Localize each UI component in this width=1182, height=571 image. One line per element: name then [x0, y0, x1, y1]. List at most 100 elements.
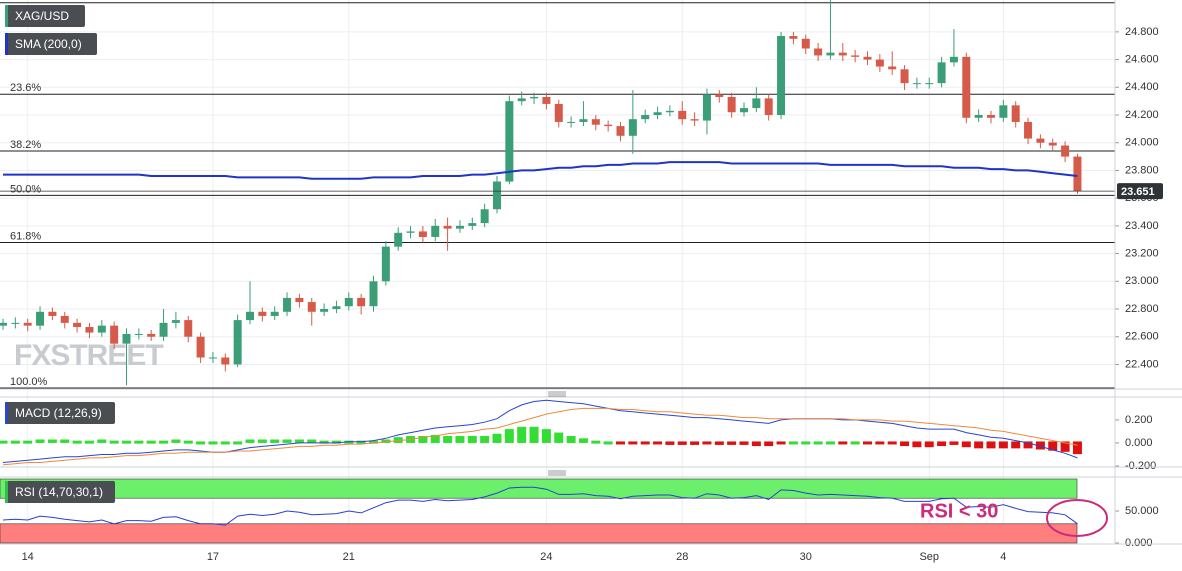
y-tick-label: 24.600 [1125, 53, 1159, 65]
histogram-bar [443, 436, 453, 443]
histogram-bar [233, 441, 243, 445]
candle-body [962, 56, 971, 118]
watermark: FXSTREET [14, 339, 163, 372]
candle-body [1011, 105, 1020, 122]
candle-body [443, 225, 452, 229]
candle-body [814, 48, 823, 56]
candle-body [455, 225, 464, 229]
legend-accent [5, 402, 8, 424]
candle-body [554, 103, 563, 122]
candle-body [233, 320, 242, 365]
candle-body [369, 281, 378, 307]
candle-body [678, 110, 687, 120]
histogram-bar [381, 439, 391, 443]
histogram-bar [690, 441, 700, 445]
x-tick-label: 21 [343, 551, 355, 563]
fib-label: 38.2% [10, 139, 41, 151]
candle-body [801, 38, 810, 49]
candle-body [270, 311, 279, 316]
candle-body [147, 333, 156, 337]
histogram-bar [159, 440, 169, 444]
histogram-bar [875, 441, 885, 445]
candle-body [888, 66, 897, 70]
histogram-bar [72, 440, 82, 444]
y-tick-label: 23.800 [1125, 164, 1159, 176]
candle-body [283, 297, 292, 312]
candle-body [110, 325, 119, 344]
candle-body [863, 56, 872, 60]
histogram-bar [517, 426, 527, 443]
histogram-bar [97, 439, 107, 443]
histogram-bar [1011, 441, 1021, 449]
histogram-bar [1072, 441, 1082, 455]
price-tag [1117, 183, 1163, 200]
histogram-bar [84, 440, 94, 444]
candle-body [357, 297, 366, 307]
histogram-bar [307, 439, 317, 443]
candle-body [246, 311, 254, 321]
histogram-bar [146, 440, 156, 444]
histogram-bar [294, 439, 304, 443]
fib-label: 23.6% [10, 82, 41, 94]
candle-body [11, 322, 20, 324]
y-tick-label: 22.600 [1125, 331, 1159, 343]
histogram-bar [801, 441, 811, 445]
legend-accent [5, 5, 8, 27]
histogram-bar [949, 441, 959, 445]
histogram-bar [739, 441, 749, 445]
histogram-bar [776, 441, 786, 445]
candle-body [171, 320, 180, 323]
legend-label: SMA (200,0) [15, 37, 82, 51]
legend-box [5, 33, 97, 55]
histogram-bar [924, 441, 934, 448]
candle-body [653, 112, 662, 116]
histogram-bar [455, 436, 465, 443]
histogram-bar [1023, 441, 1033, 449]
candle-body [937, 62, 946, 84]
candle-body [1024, 121, 1033, 139]
histogram-bar [282, 439, 292, 443]
legend-box [5, 402, 115, 424]
histogram-bar [541, 429, 551, 443]
candle-body [97, 325, 106, 333]
candle-body [826, 52, 835, 56]
histogram-bar [751, 441, 761, 447]
y-tick-label: 24.800 [1125, 26, 1159, 38]
histogram-bar [418, 436, 428, 443]
candle-body [295, 297, 304, 303]
x-tick-label: 14 [22, 551, 34, 563]
candle-body [727, 97, 736, 113]
candle-body [912, 83, 921, 85]
histogram-bar [863, 441, 872, 445]
annotation: RSI < 30 [920, 500, 998, 522]
fib-label: 50.0% [10, 183, 41, 195]
histogram-bar [850, 441, 860, 445]
y-tick-label: 0.200 [1125, 414, 1153, 426]
legend-box [5, 481, 115, 503]
candle-body [0, 322, 7, 326]
candle-body [23, 322, 32, 326]
resize-handle[interactable] [548, 391, 566, 476]
candle-body [789, 36, 798, 39]
candle-body [579, 119, 588, 122]
y-tick-label: 22.400 [1125, 358, 1159, 370]
candle-body [258, 311, 267, 316]
histogram-bar [0, 440, 8, 444]
x-tick-label: 28 [676, 551, 688, 563]
histogram-bar [578, 438, 588, 443]
histogram-bar [270, 439, 280, 443]
histogram-bar [653, 441, 663, 445]
rsi-band [0, 523, 1078, 544]
y-tick-label: 0.000 [1125, 537, 1153, 549]
x-tick-label: Sep [919, 551, 939, 563]
histogram-bar [912, 441, 922, 448]
candle-body [517, 98, 526, 102]
candle-body [702, 94, 711, 121]
histogram-bar [1035, 441, 1045, 450]
histogram-bar [331, 440, 341, 444]
candle-body [85, 327, 94, 333]
y-tick-label: 23.400 [1125, 220, 1159, 232]
histogram-bar [183, 440, 193, 444]
candle-body [159, 322, 168, 337]
